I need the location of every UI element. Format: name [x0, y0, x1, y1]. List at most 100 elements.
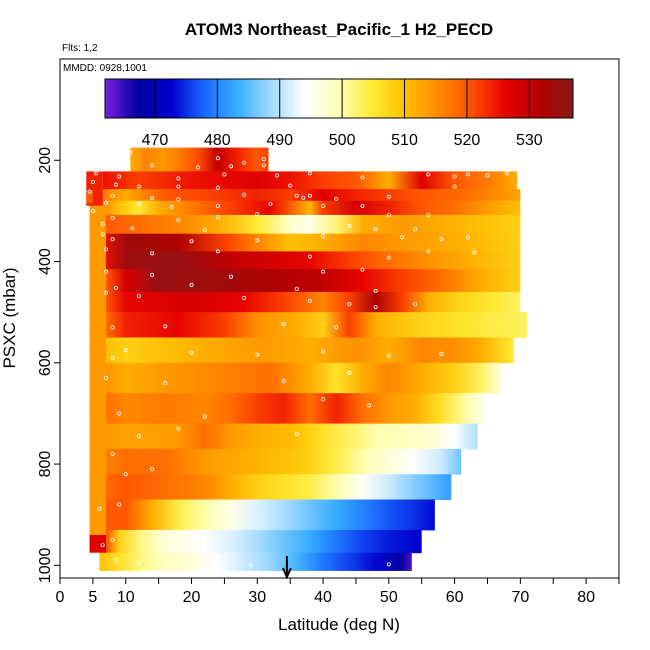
marker-head [281, 567, 292, 580]
observation-point [222, 172, 227, 177]
observation-point [228, 274, 233, 279]
pressure-band [99, 499, 435, 531]
chart-title: ATOM3 Northeast_Pacific_1 H2_PECD [185, 20, 493, 39]
pressure-band [102, 171, 518, 190]
observation-point [110, 451, 115, 456]
observation-point [104, 290, 109, 295]
pressure-band [99, 552, 412, 571]
pressure-band [102, 393, 488, 425]
observation-point [136, 201, 141, 206]
x-axis: 0 5 10 20 30 40 50 60 70 80 [56, 578, 620, 606]
observation-point [215, 214, 220, 219]
observation-point [505, 171, 510, 176]
observation-point [97, 506, 102, 511]
observation-point [426, 249, 431, 254]
observation-point [307, 193, 312, 198]
observation-point [104, 375, 109, 380]
observation-point [360, 267, 365, 272]
observation-point [100, 232, 105, 237]
observation-point [334, 196, 339, 201]
observation-point [176, 218, 181, 223]
observation-point [150, 251, 155, 256]
observation-point [110, 237, 115, 242]
observation-point [169, 204, 174, 209]
observation-point [485, 173, 490, 178]
observation-point [150, 272, 155, 277]
y-tick-label: 400 [37, 248, 54, 275]
observation-point [281, 322, 286, 327]
observation-point [169, 545, 174, 550]
observation-point [196, 165, 201, 170]
observation-point [202, 414, 207, 419]
observation-point [113, 182, 118, 187]
observation-point [347, 370, 352, 375]
observation-point [268, 201, 273, 206]
observation-point [202, 548, 207, 553]
observation-point [281, 379, 286, 384]
pressure-band [102, 362, 501, 394]
observation-point [255, 238, 260, 243]
observation-point [301, 195, 306, 200]
observation-point [136, 293, 141, 298]
observation-point [215, 565, 220, 570]
x-tick-label: 60 [446, 589, 464, 606]
observation-point [176, 426, 181, 431]
pressure-band [99, 529, 422, 554]
observation-point [130, 226, 135, 231]
observation-point [150, 467, 155, 472]
observation-point [294, 193, 299, 198]
y-tick-label: 800 [37, 451, 54, 478]
observation-point [123, 472, 128, 477]
colorbar-tick-label: 510 [391, 132, 418, 149]
observation-point [294, 224, 299, 229]
observation-point [360, 175, 365, 180]
pressure-band [102, 214, 521, 235]
observation-point [360, 203, 365, 208]
observation-point [426, 212, 431, 217]
observation-point [110, 325, 115, 330]
colorbar-tick-label: 500 [329, 132, 356, 149]
profile-strip [89, 534, 107, 553]
observation-point [100, 222, 105, 227]
observation-point [110, 538, 115, 543]
colorbar-tick-label: 530 [516, 132, 543, 149]
observation-point [87, 189, 92, 194]
pressure-band [106, 291, 521, 313]
x-tick-label: 80 [577, 589, 595, 606]
dates-note: MMDD: 0928,1001 [63, 63, 147, 74]
observation-point [117, 411, 122, 416]
data-layer [86, 147, 527, 571]
observation-point [136, 561, 141, 566]
observation-point [150, 196, 155, 201]
colorbar-tick-label: 480 [204, 132, 231, 149]
pressure-band [99, 448, 462, 475]
observation-point [307, 299, 312, 304]
observation-point [189, 350, 194, 355]
observation-point [113, 285, 118, 290]
observation-point [255, 211, 260, 216]
observation-point [386, 194, 391, 199]
observation-point [413, 227, 418, 232]
observation-point [472, 250, 477, 255]
observation-point [176, 197, 181, 202]
observation-point [90, 208, 95, 213]
observation-point [386, 562, 391, 567]
observation-point [321, 269, 326, 274]
x-tick-label: 20 [183, 589, 201, 606]
observation-point [128, 150, 133, 155]
observation-point [104, 200, 109, 205]
observation-point [373, 288, 378, 293]
observation-point [215, 156, 220, 161]
pressure-band [102, 251, 521, 270]
pressure-band [106, 269, 521, 293]
profile-strip [86, 190, 93, 204]
observation-point [242, 295, 247, 300]
observation-point [163, 381, 168, 386]
observation-point [215, 203, 220, 208]
observation-point [367, 403, 372, 408]
observation-point [77, 406, 82, 411]
x-tick-label: 30 [248, 589, 266, 606]
colorbar-tick-label: 470 [142, 132, 169, 149]
observation-point [215, 185, 220, 190]
